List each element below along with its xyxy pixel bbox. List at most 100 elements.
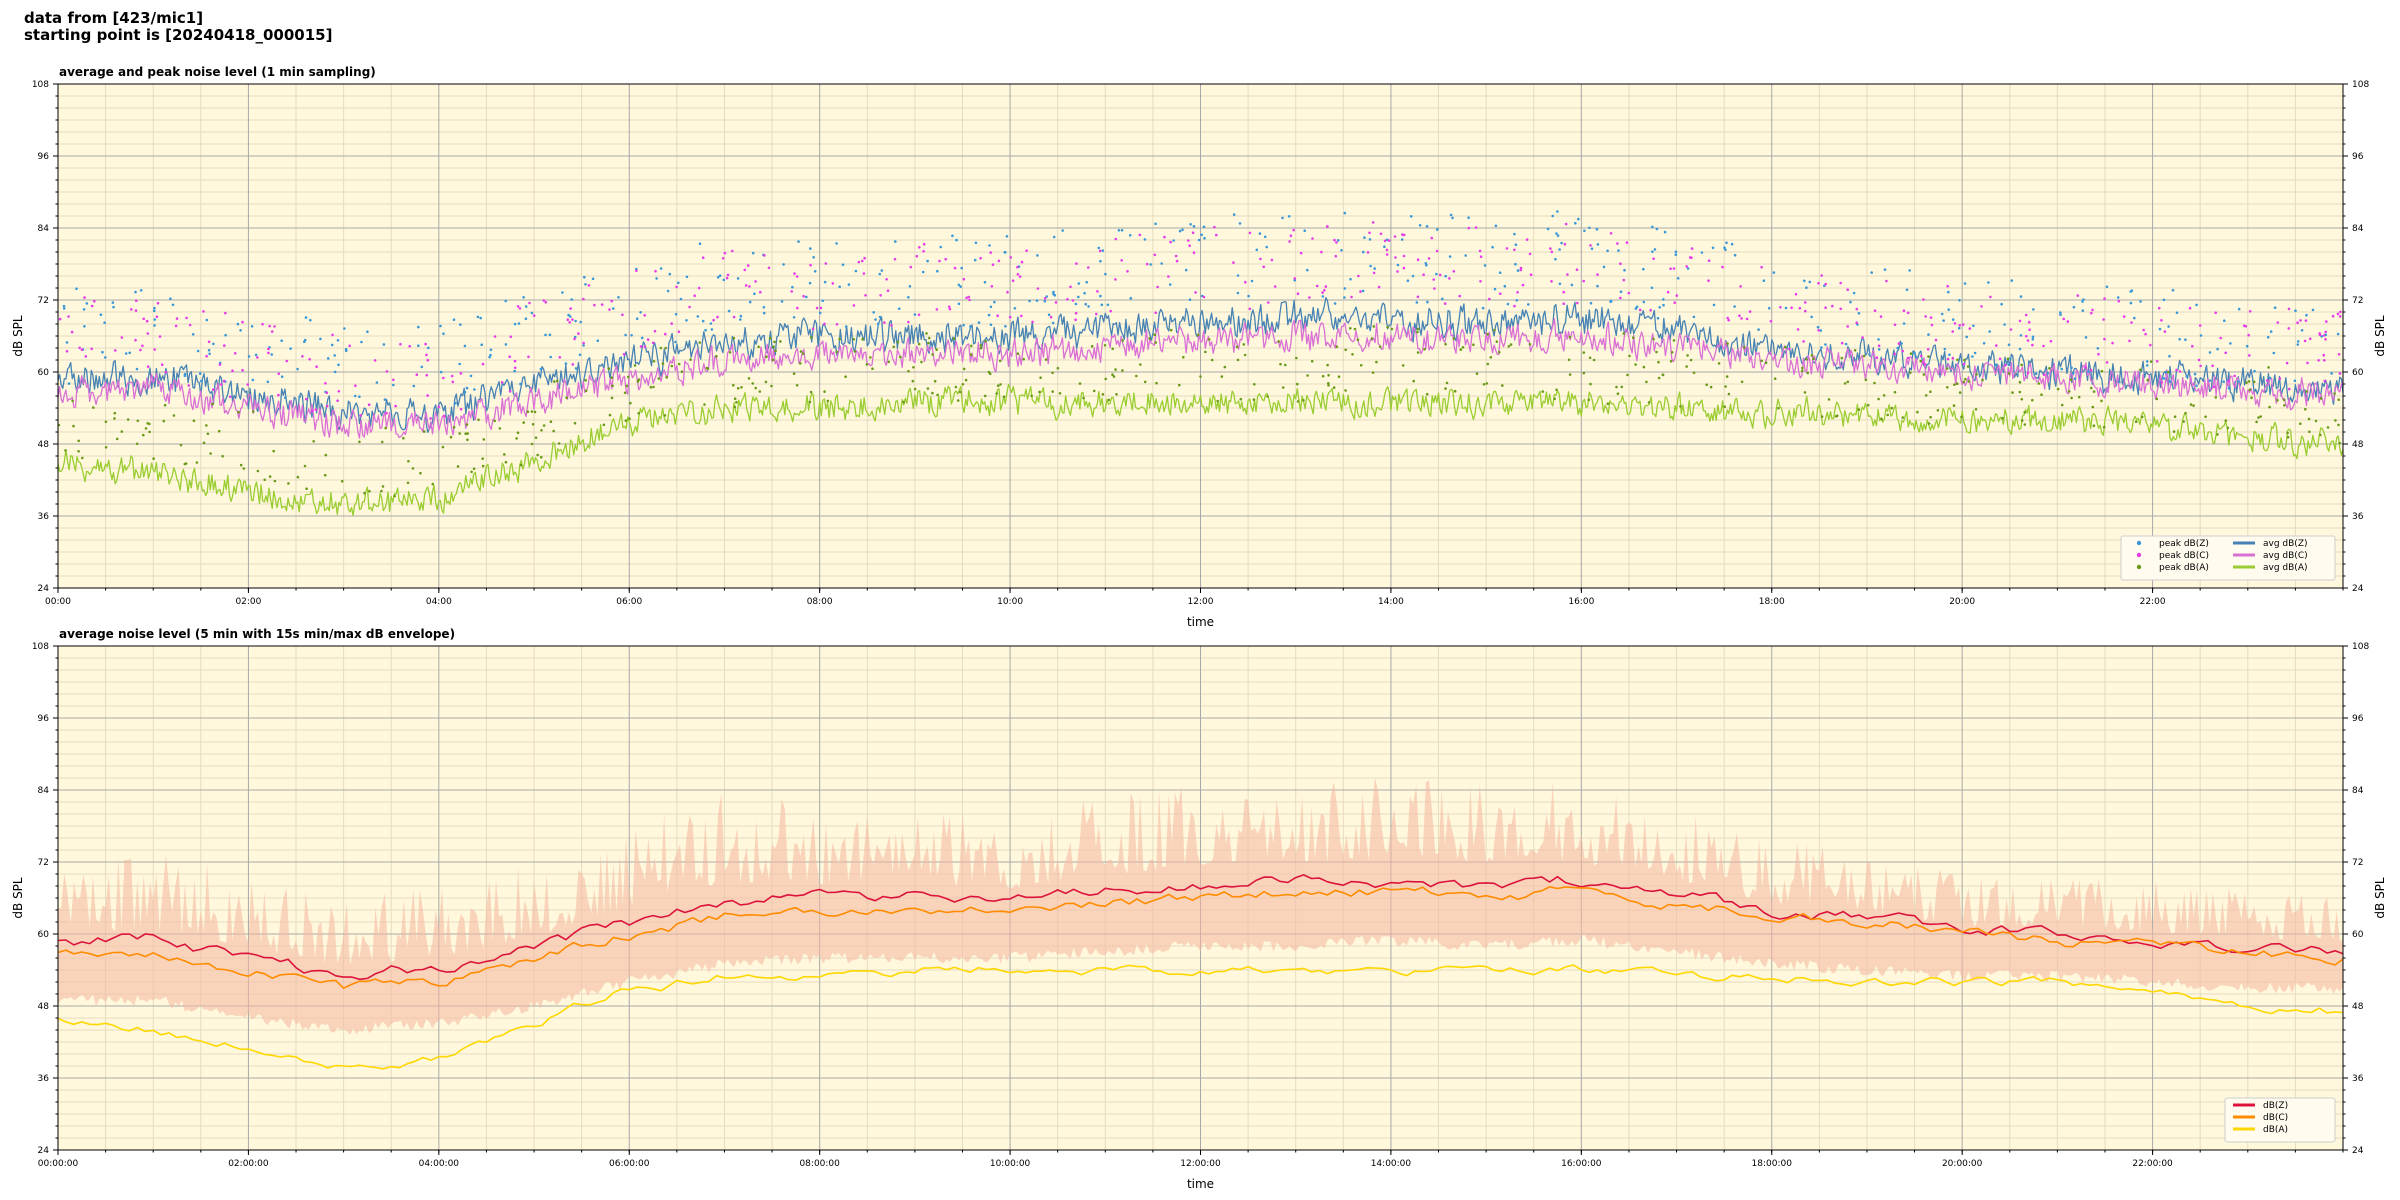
x-tick-label: 06:00:00 [609, 1159, 650, 1169]
y-tick-label-left: 24 [38, 584, 50, 594]
peak-point [513, 366, 517, 370]
peak-point [759, 290, 762, 294]
peak-point [1622, 278, 1626, 282]
peak-point [1649, 308, 1652, 312]
peak-point [1733, 253, 1737, 257]
peak-point [1495, 340, 1499, 344]
peak-point [698, 341, 701, 344]
peak-point [522, 296, 525, 299]
peak-point [1779, 306, 1782, 309]
peak-point [557, 442, 561, 445]
peak-point [696, 315, 700, 318]
y-tick-label-right: 84 [2352, 224, 2364, 234]
peak-point [2130, 289, 2134, 293]
x-tick-label: 08:00 [807, 597, 833, 607]
peak-point [1575, 268, 1579, 272]
peak-point [218, 363, 222, 366]
peak-point [1551, 214, 1554, 218]
peak-point [135, 299, 138, 303]
peak-point [1202, 295, 1206, 299]
peak-point [2025, 334, 2028, 338]
legend-box [2120, 535, 2336, 581]
peak-point [1507, 345, 1511, 348]
peak-point [1344, 348, 1347, 352]
peak-point [1650, 286, 1654, 290]
peak-point [1474, 226, 1478, 229]
peak-point [1962, 380, 1966, 384]
peak-point [2212, 385, 2216, 389]
peak-point [1295, 356, 1298, 360]
peak-point [528, 301, 531, 305]
peak-point [933, 379, 937, 383]
peak-point [325, 391, 329, 395]
peak-point [874, 318, 877, 321]
peak-point [879, 294, 882, 297]
peak-point [211, 388, 215, 391]
y-tick-label-left: 48 [38, 440, 50, 450]
peak-point [153, 318, 157, 321]
peak-point [113, 417, 116, 420]
peak-point [854, 269, 858, 273]
peak-point [202, 441, 206, 445]
peak-point [701, 256, 705, 260]
peak-point [1956, 382, 1959, 386]
peak-point [1025, 249, 1028, 252]
peak-point [1106, 303, 1110, 307]
peak-point [2118, 380, 2121, 384]
peak-point [622, 352, 626, 356]
peak-point [1908, 269, 1911, 272]
peak-point [1359, 290, 1362, 293]
peak-point [1467, 216, 1470, 219]
peak-point [1324, 285, 1328, 288]
peak-point [2245, 381, 2248, 384]
peak-point [716, 276, 720, 279]
peak-point [1880, 417, 1883, 421]
peak-point [314, 408, 318, 411]
peak-point [962, 367, 966, 371]
peak-point [552, 429, 555, 433]
peak-point [1727, 392, 1731, 396]
peak-point [384, 426, 388, 430]
peak-point [1453, 389, 1457, 393]
peak-point [493, 335, 497, 338]
peak-point [2149, 360, 2153, 363]
peak-point [573, 421, 577, 425]
peak-point [2334, 419, 2337, 422]
peak-point [1570, 283, 1574, 287]
peak-point [1760, 265, 1763, 269]
peak-point [2330, 372, 2333, 375]
peak-point [2010, 279, 2014, 282]
peak-point [152, 457, 155, 460]
peak-point [1724, 248, 1727, 252]
peak-point [2059, 311, 2062, 314]
peak-point [2007, 343, 2011, 347]
peak-point [67, 315, 70, 318]
peak-point [1798, 306, 1802, 310]
peak-point [2026, 371, 2030, 375]
peak-point [2145, 360, 2149, 363]
peak-point [2018, 347, 2022, 351]
peak-point [746, 264, 750, 267]
peak-point [1311, 237, 1314, 240]
peak-point [1078, 382, 1082, 385]
peak-point [1353, 327, 1357, 331]
peak-point [977, 321, 981, 324]
peak-point [223, 344, 226, 347]
peak-point [1111, 347, 1114, 351]
peak-point [2103, 337, 2106, 341]
peak-point [1075, 262, 1078, 265]
peak-point [1422, 273, 1425, 277]
peak-point [1006, 290, 1009, 294]
peak-point [458, 362, 462, 366]
peak-point [748, 285, 751, 288]
peak-point [600, 303, 604, 306]
peak-point [1244, 280, 1247, 284]
peak-point [2032, 308, 2035, 311]
peak-point [251, 378, 255, 382]
peak-point [1958, 299, 1961, 302]
peak-point [1642, 365, 1646, 369]
peak-point [1513, 232, 1516, 236]
peak-point [726, 273, 730, 277]
peak-point [465, 423, 469, 426]
peak-point [2288, 387, 2291, 391]
